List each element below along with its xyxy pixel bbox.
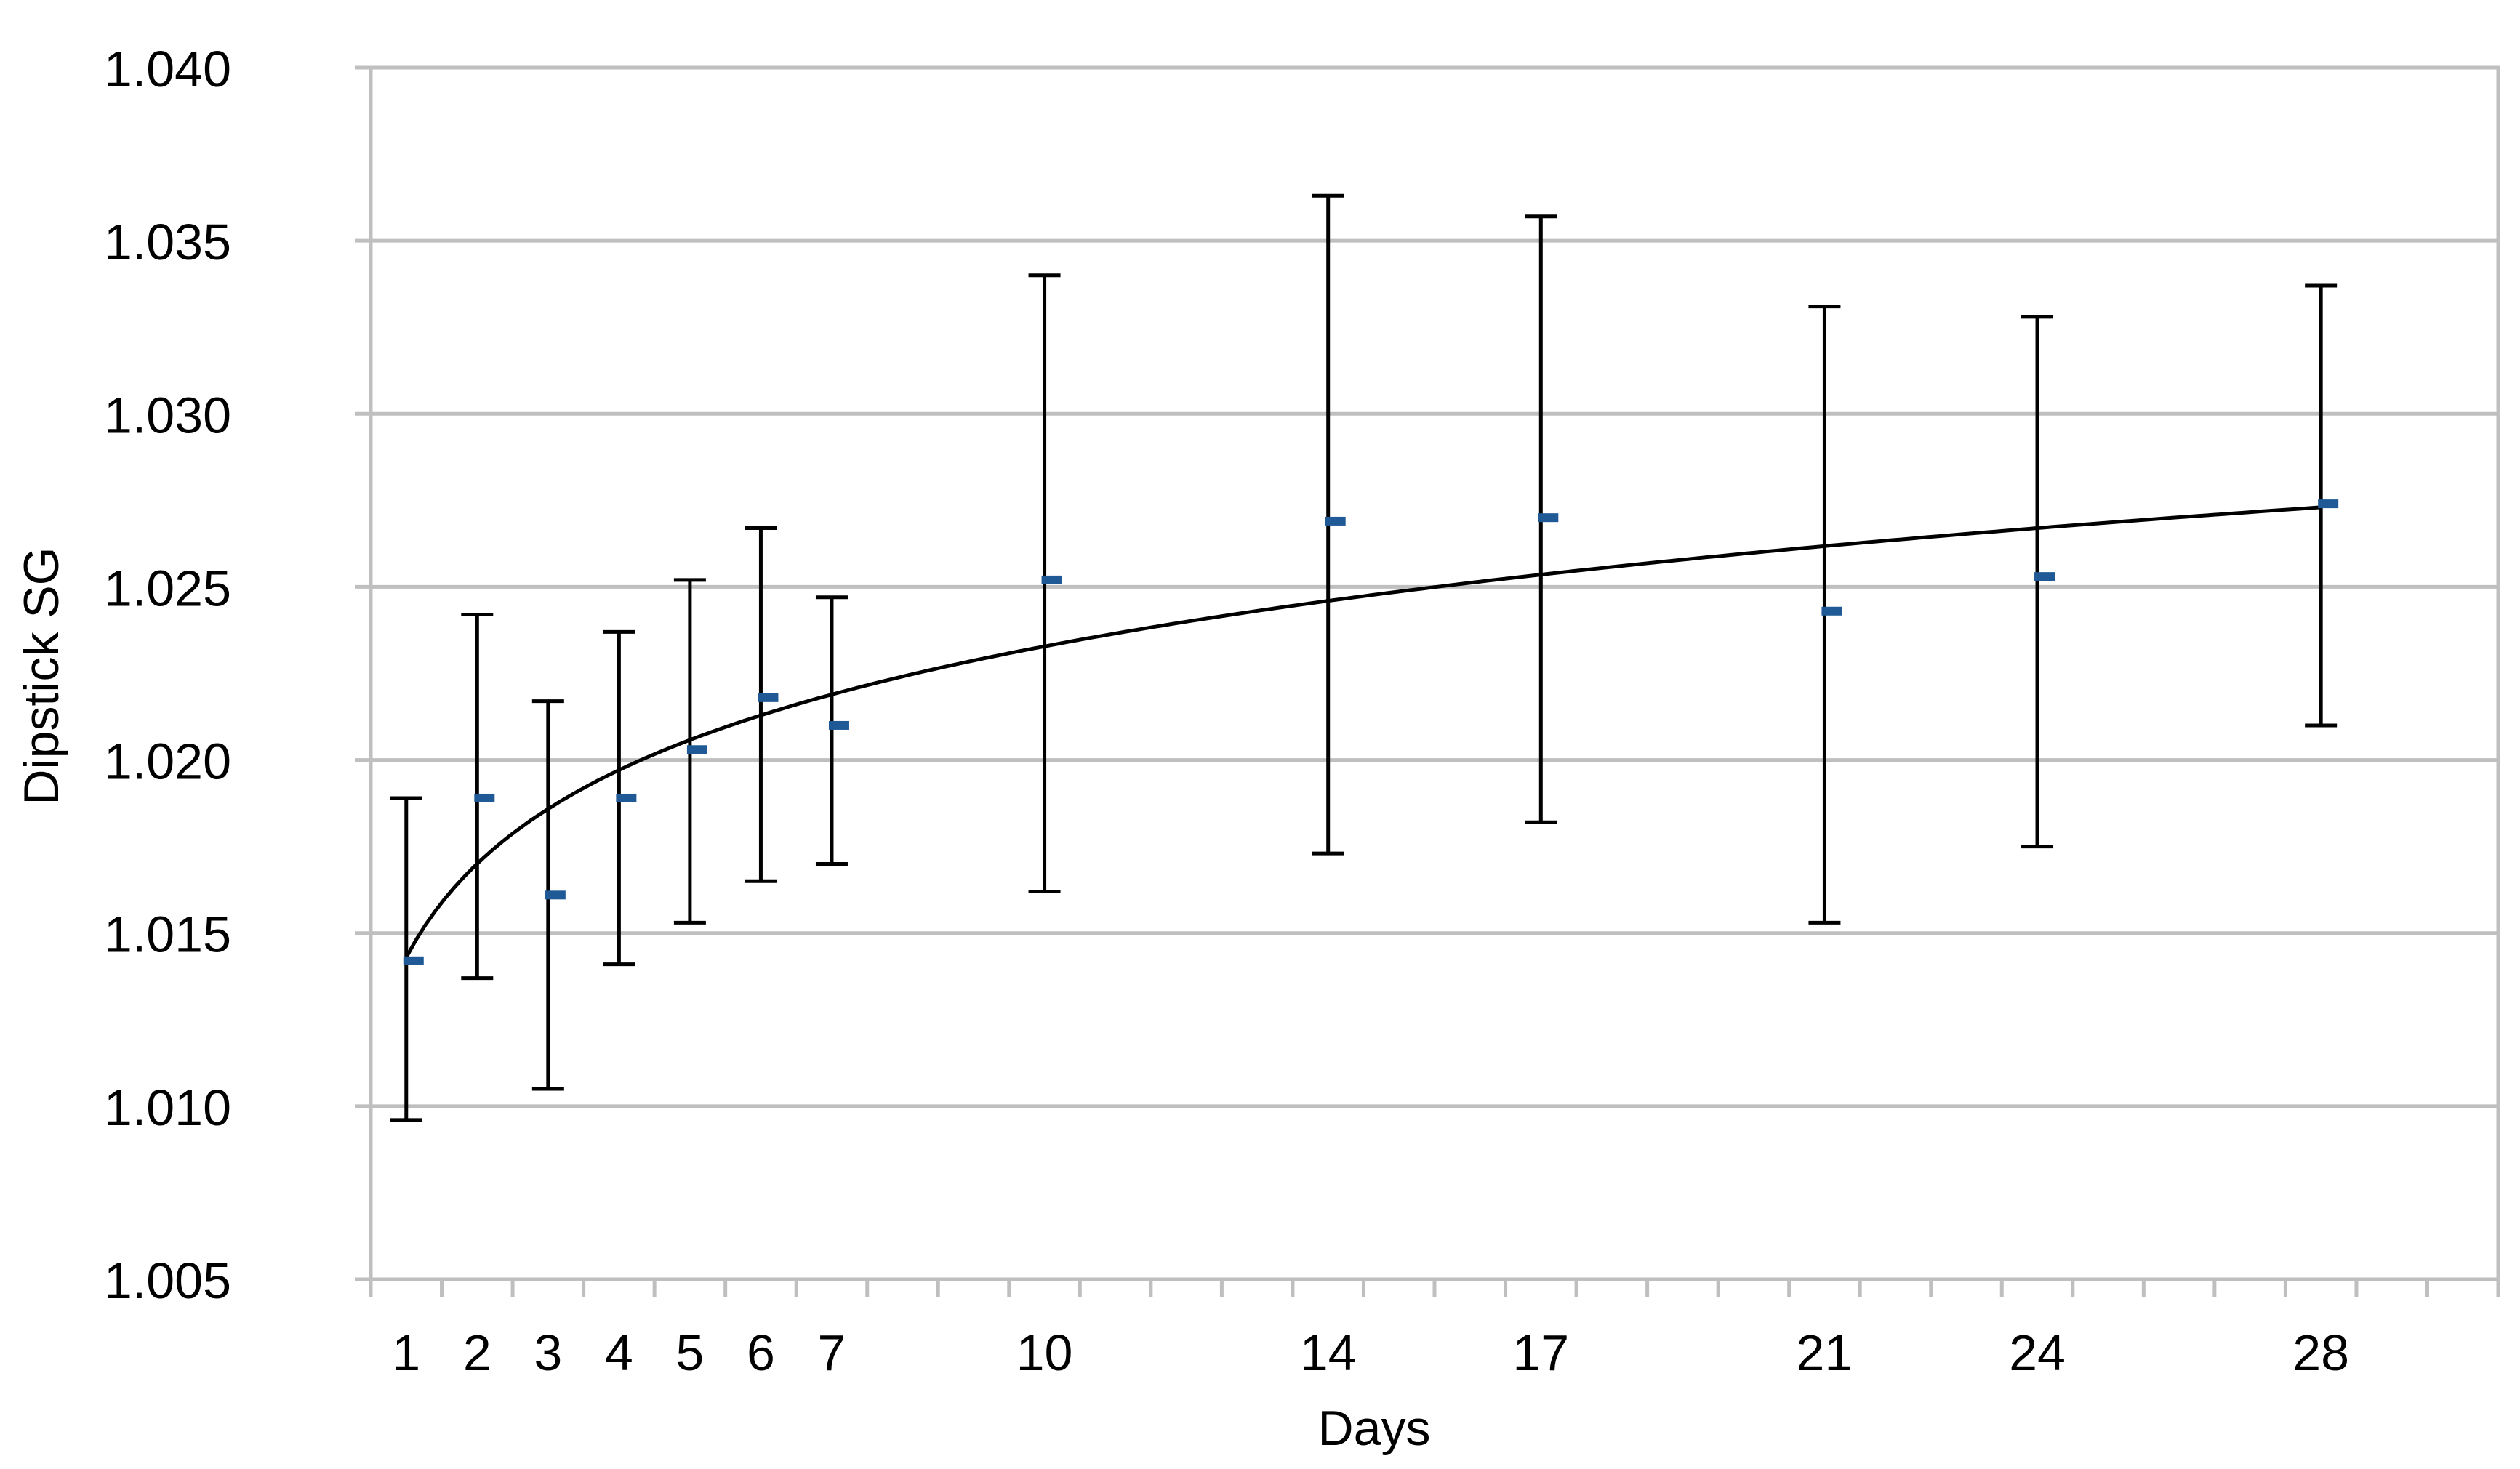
- x-axis-title: Days: [1318, 1401, 1431, 1456]
- x-tick-label: 28: [2292, 1324, 2349, 1381]
- x-tick-label: 24: [2009, 1324, 2066, 1381]
- y-axis-tick-labels: 1.005 1.010 1.015 1.020 1.025 1.030 1.035 1.040: [104, 41, 231, 1309]
- data-point: [758, 693, 779, 702]
- data-point: [1538, 513, 1559, 523]
- x-tick-label: 10: [1016, 1324, 1073, 1381]
- y-axis-title: Dipstick SG: [14, 547, 69, 805]
- x-tick-label: 17: [1512, 1324, 1569, 1381]
- data-point: [616, 793, 637, 802]
- data-point: [686, 745, 707, 754]
- data-point: [1325, 516, 1346, 526]
- trendline: [404, 505, 2322, 959]
- x-tick-label: 3: [534, 1324, 562, 1381]
- y-tick-label: 1.015: [104, 906, 231, 963]
- y-tick-label: 1.025: [104, 560, 231, 616]
- y-tick-label: 1.020: [104, 733, 231, 790]
- data-point: [1821, 606, 1842, 616]
- y-tick-label: 1.010: [104, 1079, 231, 1136]
- data-point: [403, 956, 424, 965]
- x-tick-label: 7: [817, 1324, 846, 1381]
- data-points: [403, 499, 2339, 965]
- x-tick-label: 5: [675, 1324, 704, 1381]
- x-tick-label: 1: [392, 1324, 420, 1381]
- x-tick-label: 21: [1796, 1324, 1853, 1381]
- x-tick-label: 14: [1300, 1324, 1357, 1381]
- data-point: [474, 793, 495, 802]
- x-tick-label: 4: [605, 1324, 633, 1381]
- data-point: [545, 890, 566, 900]
- data-point: [828, 720, 849, 730]
- y-tick-label: 1.030: [104, 387, 231, 443]
- data-point: [2318, 499, 2339, 509]
- x-axis-ticks: [369, 1279, 2500, 1297]
- x-axis-tick-labels: 1 2 3 4 5 6 7 10 14 17 21 24 28: [392, 1324, 2349, 1381]
- y-tick-label: 1.040: [104, 41, 231, 97]
- data-point: [2034, 572, 2055, 581]
- y-tick-label: 1.035: [104, 214, 231, 270]
- y-tick-label: 1.005: [104, 1252, 231, 1309]
- x-tick-label: 6: [747, 1324, 775, 1381]
- x-tick-label: 2: [463, 1324, 491, 1381]
- data-point: [1041, 575, 1062, 584]
